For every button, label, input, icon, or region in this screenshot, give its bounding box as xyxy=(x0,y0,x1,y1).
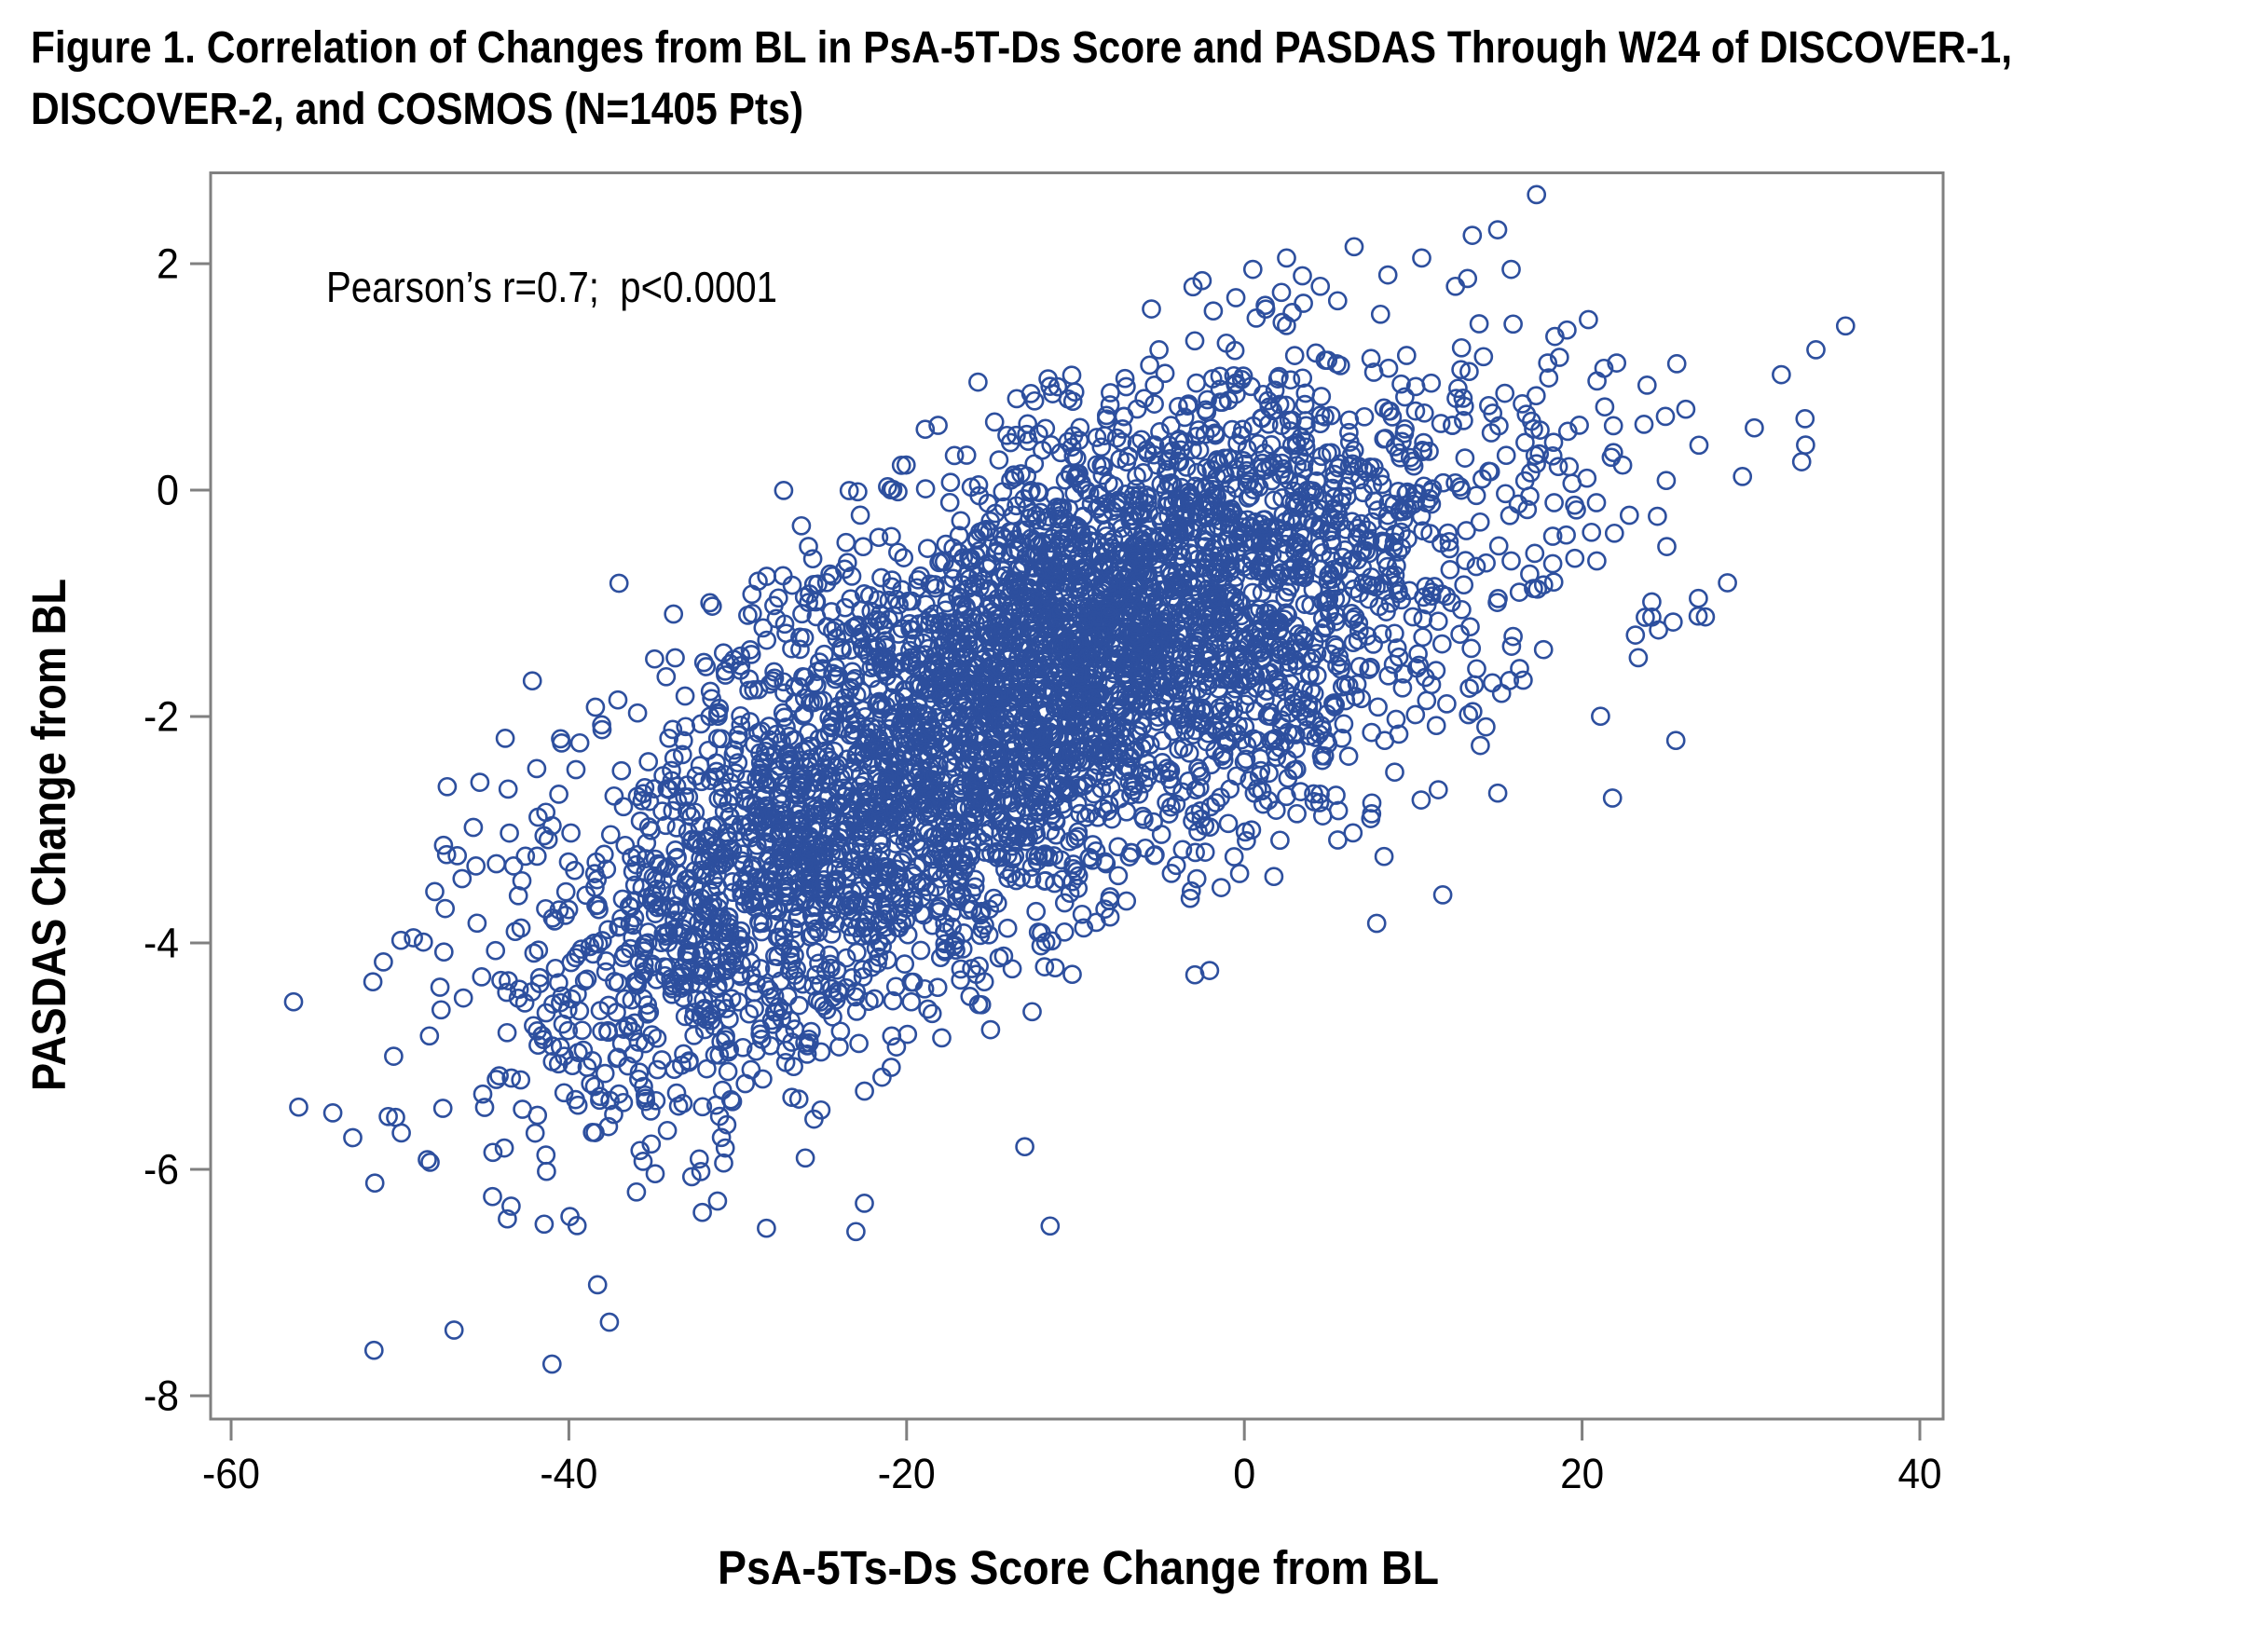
svg-text:-60: -60 xyxy=(202,1450,260,1497)
svg-text:40: 40 xyxy=(1898,1450,1942,1497)
svg-text:0: 0 xyxy=(157,467,179,514)
svg-text:PASDAS Change from BL: PASDAS Change from BL xyxy=(22,579,75,1091)
svg-text:-8: -8 xyxy=(144,1372,179,1420)
svg-text:-20: -20 xyxy=(878,1450,936,1497)
svg-text:-4: -4 xyxy=(144,920,179,967)
svg-text:PsA-5Ts-Ds Score Change from B: PsA-5Ts-Ds Score Change from BL xyxy=(718,1541,1439,1594)
svg-text:-2: -2 xyxy=(144,693,179,741)
svg-text:Pearson’s r=0.7; p<0.0001: Pearson’s r=0.7; p<0.0001 xyxy=(326,263,777,311)
svg-text:20: 20 xyxy=(1560,1450,1604,1497)
svg-text:2: 2 xyxy=(157,240,179,288)
svg-text:-6: -6 xyxy=(144,1146,179,1194)
svg-text:0: 0 xyxy=(1233,1450,1255,1497)
svg-text:DISCOVER-2, and COSMOS (N=1405: DISCOVER-2, and COSMOS (N=1405 Pts) xyxy=(31,85,803,134)
svg-text:-40: -40 xyxy=(540,1450,597,1497)
svg-text:Figure 1. Correlation of Chang: Figure 1. Correlation of Changes from BL… xyxy=(31,23,2012,73)
